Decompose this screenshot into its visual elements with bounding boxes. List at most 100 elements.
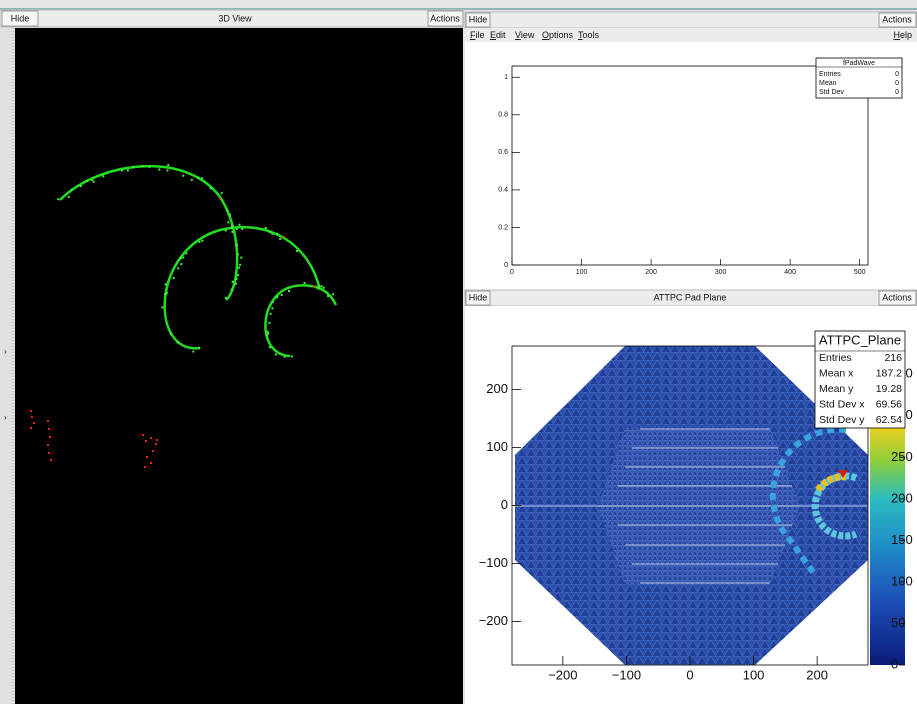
hit-point	[86, 180, 88, 182]
hide-label[interactable]: Hide	[469, 292, 488, 302]
z-tick-label: 200	[891, 490, 913, 505]
hit-point	[71, 189, 73, 191]
hit-point	[121, 170, 123, 172]
stats-value: 216	[884, 352, 902, 364]
hit-point	[281, 294, 283, 296]
hit-point	[304, 282, 306, 284]
hit-point	[272, 301, 274, 303]
hit-point	[284, 356, 286, 358]
hit-point	[150, 462, 152, 464]
z-tick-label: 150	[891, 532, 913, 547]
hit-point	[235, 283, 237, 285]
hit-point	[80, 185, 82, 187]
hit-point	[210, 187, 212, 189]
hit-point	[321, 285, 323, 287]
hit-point	[177, 267, 179, 269]
x-tick-label: 200	[645, 269, 657, 276]
expand-arrow[interactable]: ›	[4, 347, 7, 356]
hit-point	[177, 341, 179, 343]
stats-name: Entries	[819, 71, 841, 78]
hit-point	[332, 293, 334, 295]
hit-point	[155, 443, 157, 445]
hit-point	[283, 236, 285, 238]
hit-point	[276, 233, 278, 235]
menu-item[interactable]: Tools	[578, 30, 600, 40]
menu-help[interactable]: Help	[893, 30, 912, 40]
hit-point	[270, 313, 272, 315]
hit-point	[30, 427, 32, 429]
hit-point	[231, 231, 233, 233]
hit-point	[165, 283, 167, 285]
hit-point	[30, 410, 32, 412]
hit-point	[93, 181, 95, 183]
hide-label[interactable]: Hide	[469, 14, 488, 24]
hit-point	[47, 444, 49, 446]
x-tick-label: 0	[510, 269, 514, 276]
plot-frame	[512, 66, 868, 265]
hit-point	[238, 224, 240, 226]
hit-point	[271, 233, 273, 235]
wave-header	[465, 12, 917, 28]
hit-point	[49, 436, 51, 438]
actions-label[interactable]: Actions	[430, 13, 460, 23]
x-tick-label: −100	[612, 667, 641, 682]
hit-point	[279, 238, 281, 240]
y-tick-label: −100	[479, 555, 508, 570]
hit-point	[241, 228, 243, 230]
hit-point	[197, 177, 199, 179]
hide-label[interactable]: Hide	[11, 13, 30, 23]
x-tick-label: 100	[576, 269, 588, 276]
z-tick-label: 0	[891, 656, 898, 671]
hit-point	[323, 287, 325, 289]
stats-name: Std Dev	[819, 89, 844, 96]
hit-point	[275, 353, 277, 355]
hit-point	[291, 356, 293, 358]
hit-point	[239, 264, 241, 266]
menu-item[interactable]: File	[470, 30, 485, 40]
stats-title: ATTPC_Plane	[819, 332, 901, 347]
hit-point	[142, 434, 144, 436]
expand-arrow[interactable]: ›	[4, 413, 7, 422]
hit-point	[231, 227, 233, 229]
hit-point	[327, 295, 329, 297]
hit-point	[170, 333, 172, 335]
hit-point	[182, 257, 184, 259]
x-tick-label: 400	[784, 269, 796, 276]
actions-label[interactable]: Actions	[882, 292, 912, 302]
stats-name: Entries	[819, 352, 852, 364]
y-tick-label: 100	[486, 439, 508, 454]
hit-point	[152, 450, 154, 452]
hit-point	[236, 244, 238, 246]
stats-value: 0	[895, 71, 899, 78]
hit-point	[145, 440, 147, 442]
hit-point	[68, 196, 70, 198]
hit-point	[191, 179, 193, 181]
menu-item[interactable]: View	[515, 30, 535, 40]
hit-point	[317, 287, 319, 289]
screen: Hide 3D View Actions › › Hide Actions Fi…	[0, 0, 917, 704]
actions-label[interactable]: Actions	[882, 14, 912, 24]
y-tick-label: 0.8	[498, 112, 508, 119]
stats-value: 62.54	[876, 414, 902, 426]
hit-point	[231, 289, 233, 291]
hit-point	[33, 422, 35, 424]
hit-point	[31, 416, 33, 418]
x-tick-label: 500	[854, 269, 866, 276]
hit-point	[318, 285, 320, 287]
hit-point	[166, 292, 168, 294]
x-tick-label: −200	[548, 667, 577, 682]
hit-point	[48, 452, 50, 454]
page: Hide 3D View Actions › › Hide Actions Fi…	[0, 0, 917, 704]
hit-point	[102, 175, 104, 177]
y-tick-label: 0	[501, 497, 508, 512]
menu-item[interactable]: Options	[542, 30, 574, 40]
hit-point	[148, 166, 150, 168]
hit-point	[240, 257, 242, 259]
hit-point	[271, 307, 273, 309]
hit-point	[235, 278, 237, 280]
hit-point	[180, 263, 182, 265]
y-tick-label: 0.6	[498, 149, 508, 156]
menu-item[interactable]: Edit	[490, 30, 506, 40]
x-tick-label: 300	[715, 269, 727, 276]
y-tick-label: 200	[486, 381, 508, 396]
